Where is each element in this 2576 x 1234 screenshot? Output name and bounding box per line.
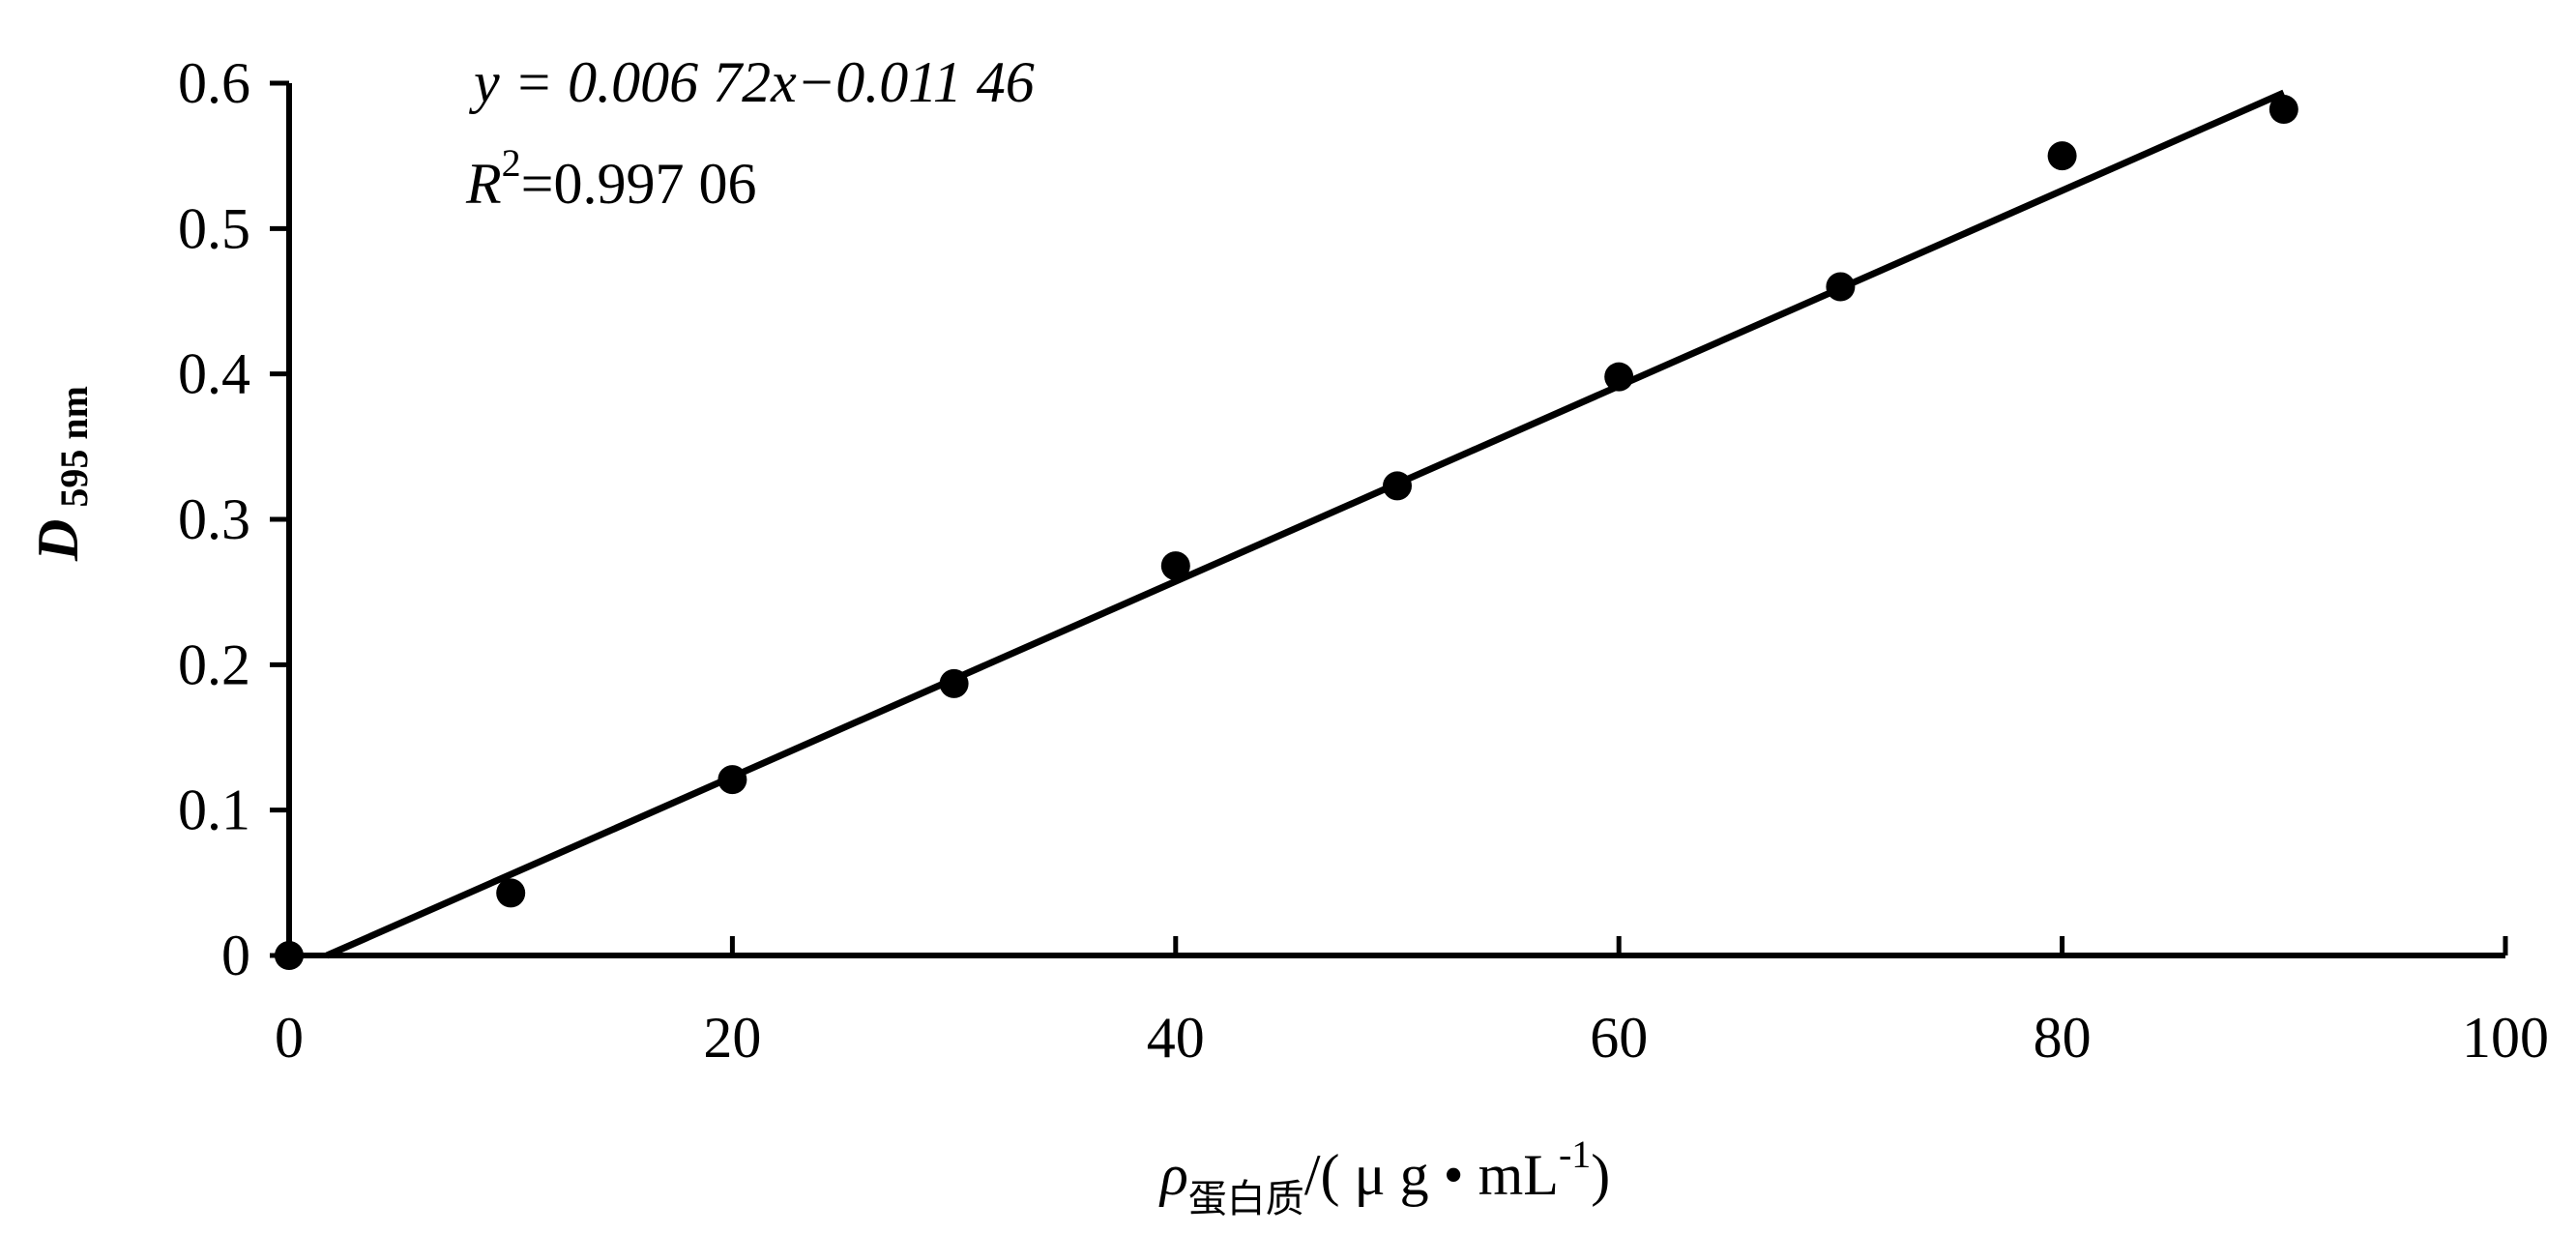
y-tick-label: 0.2 (178, 632, 250, 696)
r-squared: R2=0.997 06 (465, 141, 757, 216)
data-point (1826, 272, 1856, 302)
data-point (2047, 141, 2077, 171)
y-tick-label: 0.4 (178, 342, 250, 406)
y-tick-label: 0.3 (178, 487, 250, 551)
y-tick-label: 0 (221, 924, 250, 987)
x-tick-label: 0 (275, 1006, 304, 1070)
x-label-sup: -1 (1559, 1132, 1591, 1176)
trend-line (325, 89, 2286, 959)
y-axis-label: D 595 nm (26, 386, 96, 562)
x-label-unit: /( μ g • mL (1304, 1143, 1559, 1207)
data-point (939, 668, 969, 698)
y-tick-label: 0.5 (178, 196, 250, 260)
x-tick-label: 20 (703, 1006, 761, 1070)
r2-sup: 2 (502, 141, 521, 185)
x-label-close: ) (1591, 1143, 1610, 1207)
data-point (1383, 471, 1412, 501)
x-tick-label: 60 (1590, 1006, 1648, 1070)
r2-value: =0.997 06 (521, 152, 757, 216)
y-label-main: D (26, 519, 90, 562)
equation: y = 0.006 72x−0.011 46 (468, 50, 1035, 114)
data-point (2269, 95, 2298, 125)
data-point (1160, 551, 1190, 581)
y-label-sub: 595 nm (52, 386, 96, 508)
x-label-sub: 蛋白质 (1188, 1177, 1304, 1220)
x-label-symbol: ρ (1158, 1143, 1188, 1207)
data-point (1604, 362, 1634, 392)
data-point (275, 941, 304, 970)
y-tick-label: 0.6 (178, 51, 250, 115)
x-tick-label: 40 (1147, 1006, 1205, 1070)
x-tick-label: 100 (2462, 1006, 2549, 1070)
y-tick-label: 0.1 (178, 779, 250, 842)
x-tick-label: 80 (2034, 1006, 2092, 1070)
x-axis-label: ρ蛋白质/( μ g • mL-1) (1158, 1132, 1610, 1220)
data-point (717, 765, 747, 795)
r2-symbol: R (465, 152, 502, 216)
data-point (496, 878, 526, 908)
